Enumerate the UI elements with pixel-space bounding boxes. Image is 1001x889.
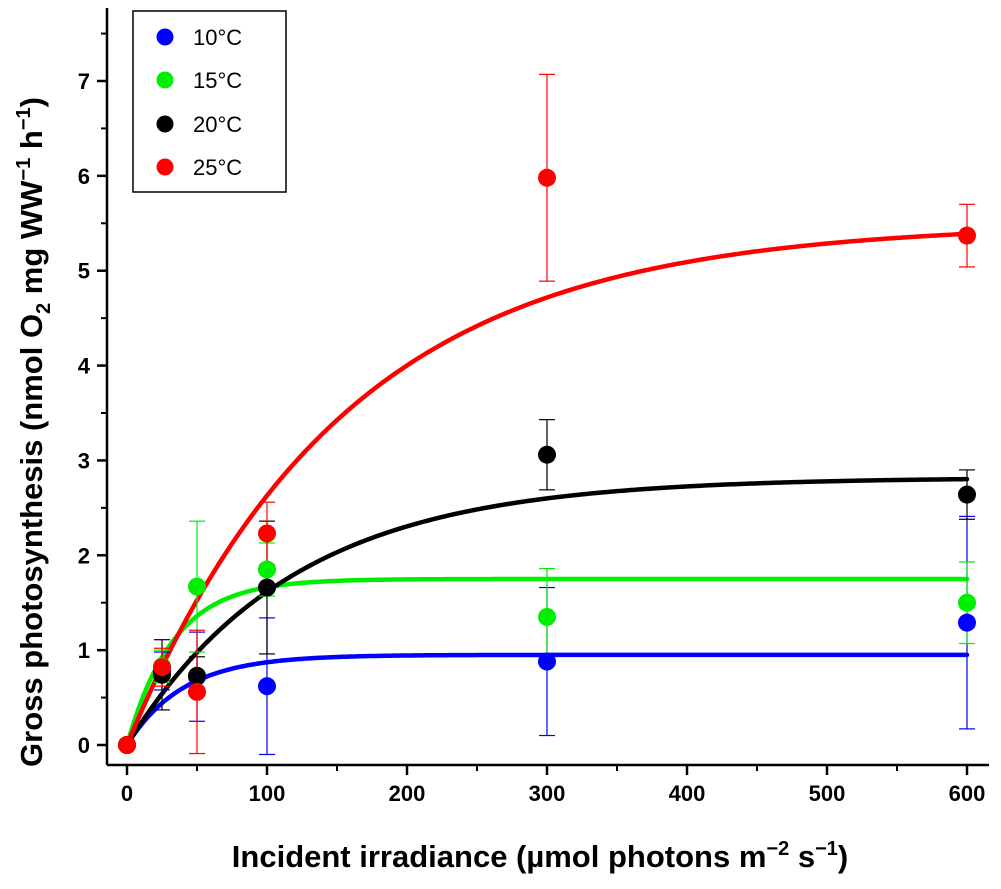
x-tick-label-200: 200: [389, 781, 426, 806]
data-point-3-1: [153, 658, 171, 677]
y-tick-label-3: 3: [78, 448, 90, 473]
axis-ticks: 0 100 200 300 400 500 600 0 1 2 3 4 5 6 7: [78, 32, 986, 806]
x-tick-label-300: 300: [529, 781, 566, 806]
y-tick-label-0: 0: [78, 733, 90, 758]
x-tick-label-500: 500: [809, 781, 846, 806]
data-point-0-5: [958, 613, 976, 632]
x-tick-label-400: 400: [669, 781, 706, 806]
y-axis-title: Gross photosynthesis (nmol O2 mg WW−1 h−…: [13, 97, 55, 767]
x-tick-label-0: 0: [121, 781, 133, 806]
y-tick-label-5: 5: [78, 259, 90, 284]
data-point-3-3: [258, 524, 276, 543]
legend-marker-20c: [156, 115, 174, 133]
data-point-3-0: [118, 736, 136, 754]
y-tick-label-7: 7: [78, 69, 90, 94]
data-point-3-4: [538, 168, 556, 187]
data-point-0-3: [258, 677, 276, 696]
data-point-2-4: [538, 445, 556, 464]
data-point-1-3: [258, 560, 276, 579]
legend-label-10c: 10°C: [193, 25, 242, 50]
x-tick-label-100: 100: [249, 781, 286, 806]
x-tick-label-600: 600: [949, 781, 986, 806]
legend-marker-25c: [156, 158, 174, 176]
y-tick-label-4: 4: [78, 354, 91, 379]
data-point-0-4: [538, 652, 556, 671]
data-point-2-5: [958, 485, 976, 504]
legend-marker-10c: [156, 28, 174, 46]
legend: 10°C 15°C 20°C 25°C: [132, 10, 287, 193]
data-points: [118, 168, 976, 754]
legend-label-20c: 20°C: [193, 112, 242, 137]
legend-label-15c: 15°C: [193, 68, 242, 93]
legend-label-25c: 25°C: [193, 155, 242, 180]
y-tick-label-1: 1: [78, 638, 90, 663]
data-point-1-4: [538, 607, 556, 626]
fit-curve-3: [124, 231, 970, 748]
data-point-1-2: [188, 577, 206, 596]
data-point-3-5: [958, 226, 976, 245]
y-tick-label-2: 2: [78, 543, 90, 568]
data-point-1-5: [958, 593, 976, 612]
data-point-3-2: [188, 682, 206, 701]
y-tick-label-6: 6: [78, 164, 90, 189]
x-axis-title: Incident irradiance (µmol photons m−2 s−…: [232, 838, 848, 874]
data-point-2-2: [188, 666, 206, 685]
data-point-2-3: [258, 578, 276, 597]
legend-marker-15c: [156, 71, 174, 89]
